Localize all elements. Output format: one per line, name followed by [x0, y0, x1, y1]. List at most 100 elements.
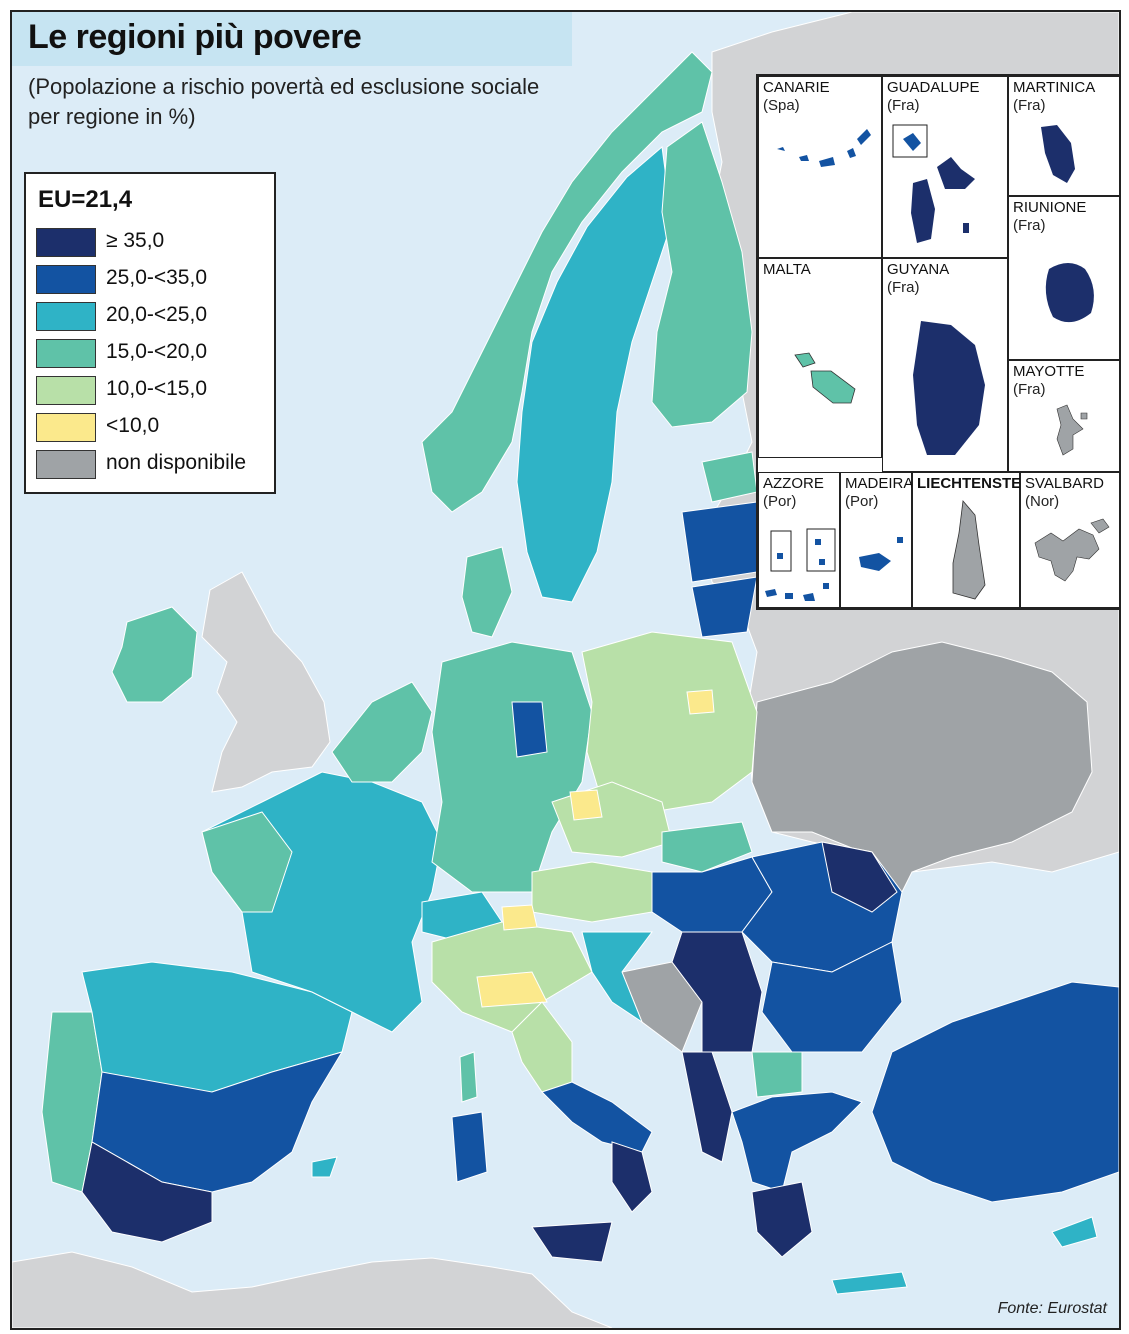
greece — [731, 1091, 863, 1193]
legend-label: <10,0 — [106, 414, 160, 437]
inset-name: RIUNIONE — [1013, 199, 1087, 216]
overseas-insets: CANARIE (Spa) GUADALUPE (Fra) MARTINICA … — [756, 74, 1119, 610]
north-macedonia — [751, 1051, 803, 1098]
germany — [431, 641, 593, 893]
inset-name: CANARIE — [763, 79, 830, 96]
lithuania — [691, 576, 758, 638]
inset-name: MARTINICA — [1013, 79, 1096, 96]
poland — [581, 631, 758, 813]
legend-item: 15,0-<20,0 — [36, 337, 266, 369]
prague — [569, 789, 603, 821]
title-band — [12, 12, 572, 66]
inset-guyana: GUYANA (Fra) — [882, 258, 1008, 472]
map-frame: Le regioni più povere (Popolazione a ris… — [10, 10, 1121, 1330]
great-britain — [201, 571, 331, 793]
inset-canarie: CANARIE (Spa) — [758, 76, 882, 258]
legend-swatch — [36, 339, 96, 368]
cyprus — [1051, 1216, 1098, 1248]
legend-swatch — [36, 228, 96, 257]
benelux — [331, 681, 433, 783]
legend-item: 25,0-<35,0 — [36, 263, 266, 295]
ireland — [111, 606, 198, 703]
crete — [831, 1271, 908, 1295]
source-credit: Fonte: Eurostat — [997, 1300, 1107, 1317]
legend-item: 10,0-<15,0 — [36, 374, 266, 406]
inset-name: AZZORE — [763, 475, 824, 492]
inset-country: (Spa) — [763, 97, 800, 114]
inset-country: (Nor) — [1025, 493, 1060, 510]
latvia — [681, 501, 758, 583]
sicily — [531, 1221, 613, 1263]
corsica — [459, 1051, 478, 1103]
svalbard-shape — [1034, 518, 1110, 582]
map-subtitle: (Popolazione a rischio povertà ed esclus… — [28, 74, 540, 129]
warsaw — [686, 689, 715, 715]
france-west — [201, 811, 293, 913]
inset-name: GUYANA — [887, 261, 950, 278]
turkey — [871, 981, 1119, 1203]
legend-swatch — [36, 450, 96, 479]
calabria — [611, 1141, 653, 1213]
liechtenstein-shape — [952, 500, 986, 600]
denmark — [461, 546, 513, 638]
legend-label: 20,0-<25,0 — [106, 303, 208, 326]
legend-swatch — [36, 413, 96, 442]
legend-item: 20,0-<25,0 — [36, 300, 266, 332]
italy-south — [541, 1081, 653, 1153]
inset-name: LIECHTENSTEIN — [917, 475, 1037, 492]
inset-madeira: MADEIRA (Por) — [840, 472, 913, 608]
mayotte-shape — [1056, 404, 1088, 456]
map-title: Le regioni più povere — [28, 18, 362, 56]
norway — [421, 51, 713, 513]
inset-martinica: MARTINICA (Fra) — [1008, 76, 1119, 196]
legend-label: 15,0-<20,0 — [106, 340, 208, 363]
inset-name: MAYOTTE — [1013, 363, 1085, 380]
sardinia — [451, 1111, 488, 1183]
guadalupe-shape — [892, 124, 975, 243]
legend-label: 10,0-<15,0 — [106, 377, 208, 400]
madeira-shape — [859, 537, 903, 571]
inset-country: (Fra) — [1013, 97, 1046, 114]
serbia — [671, 931, 763, 1053]
emilia-romagna — [476, 971, 548, 1008]
sweden — [516, 146, 673, 603]
inset-liechtenstein: LIECHTENSTEIN — [912, 472, 1036, 608]
romania-ne — [821, 841, 898, 913]
riunione-shape — [1045, 263, 1094, 323]
legend-label: non disponibile — [106, 451, 247, 474]
albania-montenegro — [681, 1051, 733, 1163]
guyana-shape — [913, 321, 985, 455]
legend: EU=21,4 ≥ 35,0 25,0-<35,0 20,0-<25,0 15,… — [24, 172, 276, 494]
legend-label: 25,0-<35,0 — [106, 266, 208, 289]
inset-name: MALTA — [763, 261, 811, 278]
croatia — [581, 931, 653, 1024]
slovakia — [661, 821, 753, 873]
legend-label: ≥ 35,0 — [106, 229, 165, 252]
azzore-shape — [765, 528, 836, 601]
north-africa — [12, 1251, 613, 1328]
legend-item: ≥ 35,0 — [36, 226, 266, 258]
ukraine-region — [751, 641, 1093, 903]
bolzano — [501, 904, 538, 931]
legend-swatch — [36, 265, 96, 294]
inset-guadalupe: GUADALUPE (Fra) — [882, 76, 1008, 258]
inset-country: (Fra) — [1013, 217, 1046, 234]
martinica-shape — [1041, 125, 1075, 183]
inset-svalbard: SVALBARD (Nor) — [1020, 472, 1119, 608]
inset-malta: MALTA — [758, 258, 882, 458]
inset-name: SVALBARD — [1025, 475, 1104, 492]
balearic-islands — [311, 1156, 338, 1178]
berlin-area — [511, 701, 548, 758]
canarie-shape — [777, 129, 871, 167]
legend-header: EU=21,4 — [38, 186, 133, 213]
malta-shape — [794, 352, 856, 404]
inset-country: (Fra) — [887, 97, 920, 114]
inset-name: GUADALUPE — [887, 79, 980, 96]
finland — [651, 121, 753, 428]
inset-country: (Por) — [845, 493, 879, 510]
legend-item: non disponibile — [36, 448, 266, 480]
inset-mayotte: MAYOTTE (Fra) — [1008, 360, 1119, 472]
legend-swatch — [36, 302, 96, 331]
inset-azzore: AZZORE (Por) — [758, 472, 840, 608]
inset-riunione: RIUNIONE (Fra) — [1008, 196, 1119, 360]
